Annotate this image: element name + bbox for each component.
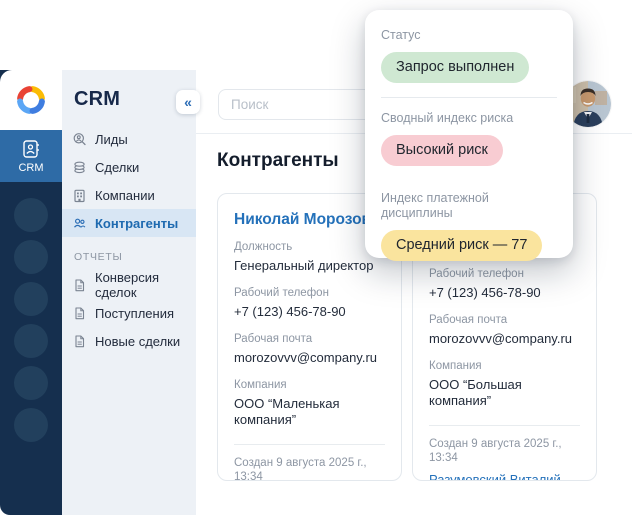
company-logo-icon xyxy=(17,86,45,114)
sidebar-item-label: Поступления xyxy=(95,305,175,321)
sidebar-item-receipts[interactable]: Поступления xyxy=(62,299,196,327)
app-logo-tile[interactable] xyxy=(0,70,62,130)
sidebar-item-contractors[interactable]: Контрагенты xyxy=(62,209,196,237)
sidebar-item-new-deals[interactable]: Новые сделки xyxy=(62,327,196,355)
sidebar-item-label: Сделки xyxy=(95,159,140,175)
card-divider xyxy=(429,425,580,426)
lead-search-icon xyxy=(72,132,87,147)
contact-book-icon xyxy=(23,140,39,158)
sidebar-item-label: Компании xyxy=(95,187,155,203)
sidebar-nav: Лиды Сделки xyxy=(62,125,196,355)
sidebar-item-label: Новые сделки xyxy=(95,333,181,349)
page-title: Контрагенты xyxy=(217,150,339,171)
status-badge: Запрос выполнен xyxy=(381,52,530,83)
field-label: Рабочий телефон xyxy=(429,268,524,280)
created-timestamp: Создан 9 августа 2025 г., 13:34 xyxy=(234,457,367,481)
popover-divider xyxy=(381,97,557,98)
sidebar-title: CRM xyxy=(74,88,121,110)
app-rail: CRM xyxy=(0,70,62,515)
sidebar: CRM « Лиды xyxy=(62,70,200,515)
field-label: Рабочая почта xyxy=(234,333,313,345)
field-value: +7 (123) 456-78-90 xyxy=(234,304,346,319)
field-label: Должность xyxy=(234,241,293,253)
rail-avatar-placeholders xyxy=(0,198,62,442)
manager-link[interactable]: Разумовский Виталий xyxy=(429,472,561,481)
contractors-people-icon xyxy=(72,216,87,231)
sidebar-section-reports: ОТЧЕТЫ xyxy=(74,251,123,263)
field-label: Компания xyxy=(429,360,482,372)
rail-item-crm-label: CRM xyxy=(18,162,44,174)
sidebar-item-label: Конверсия сделок xyxy=(95,270,160,300)
rail-placeholder-circle[interactable] xyxy=(14,408,48,442)
deals-coins-icon xyxy=(72,160,87,175)
collapse-chevrons-icon: « xyxy=(184,94,192,110)
field-value: morozovvv@company.ru xyxy=(429,331,572,346)
rail-placeholder-circle[interactable] xyxy=(14,240,48,274)
sidebar-item-deal-conversion[interactable]: Конверсия сделок xyxy=(62,270,196,300)
field-label: Компания xyxy=(234,379,287,391)
report-document-icon xyxy=(72,306,87,321)
popover-risk-index-label: Сводный индекс риска xyxy=(381,111,514,125)
field-value: Генеральный директор xyxy=(234,258,374,273)
sidebar-item-companies[interactable]: Компании xyxy=(62,181,196,209)
field-value: +7 (123) 456-78-90 xyxy=(429,285,541,300)
sidebar-collapse-button[interactable]: « xyxy=(176,90,200,114)
sidebar-item-label: Контрагенты xyxy=(95,215,179,231)
rail-placeholder-circle[interactable] xyxy=(14,366,48,400)
card-divider xyxy=(234,444,385,445)
field-value: ООО “Большая компания” xyxy=(429,377,522,408)
risk-index-badge: Высокий риск xyxy=(381,135,503,166)
sidebar-item-deals[interactable]: Сделки xyxy=(62,153,196,181)
created-timestamp: Создан 9 августа 2025 г., 13:34 xyxy=(429,438,562,464)
contractor-name-link[interactable]: Николай Морозов xyxy=(234,211,372,228)
sidebar-item-leads[interactable]: Лиды xyxy=(62,125,196,153)
contractor-card: Николай Морозов Должность Генеральный ди… xyxy=(217,193,402,481)
field-value: morozovvv@company.ru xyxy=(234,350,377,365)
report-document-icon xyxy=(72,278,87,293)
popover-status-label: Статус xyxy=(381,28,421,42)
rail-placeholder-circle[interactable] xyxy=(14,198,48,232)
companies-building-icon xyxy=(72,188,87,203)
rail-item-crm[interactable]: CRM xyxy=(0,130,62,182)
payment-discipline-badge: Средний риск — 77 xyxy=(381,230,543,261)
popover-payment-discipline-label: Индекс платежной дисциплины xyxy=(381,191,489,220)
field-value: ООО “Маленькая компания” xyxy=(234,396,340,427)
rail-placeholder-circle[interactable] xyxy=(14,282,48,316)
risk-popover: Статус Запрос выполнен Сводный индекс ри… xyxy=(365,10,573,261)
sidebar-reports-group: Конверсия сделок Поступления xyxy=(62,270,196,355)
sidebar-item-label: Лиды xyxy=(95,131,128,147)
field-label: Рабочая почта xyxy=(429,314,508,326)
rail-placeholder-circle[interactable] xyxy=(14,324,48,358)
report-document-icon xyxy=(72,334,87,349)
field-label: Рабочий телефон xyxy=(234,287,329,299)
